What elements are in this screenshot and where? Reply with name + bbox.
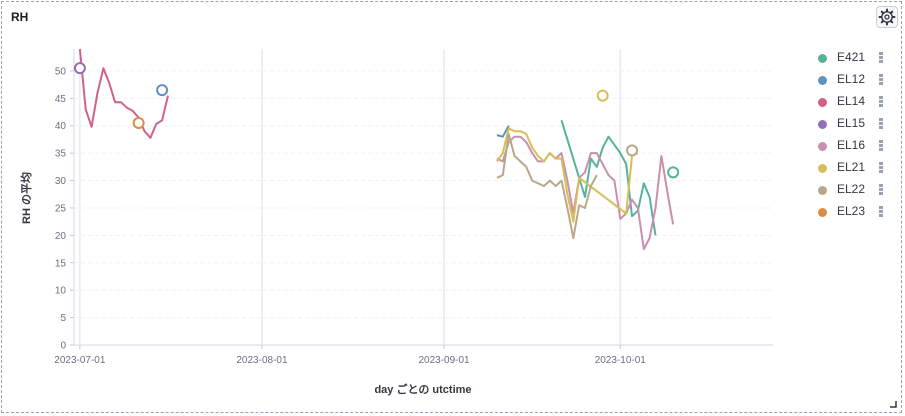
legend-label: EL14 [837,94,866,108]
series-el23 [132,117,145,129]
y-tick-label: 20 [55,231,67,242]
legend-label: EL12 [837,72,866,86]
series-line-el22 [496,133,598,240]
data-point-e421 [667,166,680,179]
x-axis-title: day ごとの utctime [374,382,471,396]
legend-label: EL15 [837,116,866,130]
y-axis-title: RH の平均 [19,172,33,224]
legend-label: E421 [837,50,866,64]
x-tick-label: 2023-07-01 [54,355,106,366]
legend-label: EL22 [837,182,866,196]
series-e421 [560,120,680,236]
y-tick-label: 30 [55,176,67,187]
legend-color-dot [818,98,827,107]
legend-actions-icon[interactable] [878,205,884,219]
series-el22 [496,133,639,240]
legend-color-dot [818,76,827,85]
series-el16 [496,135,675,251]
series-el21 [496,89,639,223]
series-line-el16 [496,135,675,251]
legend-label: EL21 [837,160,866,174]
y-tick-label: 45 [55,94,67,105]
x-tick-label: 2023-08-01 [236,355,288,366]
legend-item-el23[interactable]: EL23 [818,202,890,224]
legend-color-dot [818,186,827,195]
legend-item-el16[interactable]: EL16 [818,136,890,158]
series-line-el21 [496,127,639,223]
panel-settings-button[interactable] [876,6,898,28]
y-tick-label: 15 [55,258,67,269]
series-line-el14 [78,48,169,139]
legend-actions-icon[interactable] [878,183,884,197]
y-tick-label: 35 [55,149,67,160]
legend-actions-icon[interactable] [878,161,884,175]
legend-color-dot [818,164,827,173]
legend-label: EL16 [837,138,866,152]
series-el14 [78,48,169,139]
y-tick-label: 5 [60,313,66,324]
legend-label: EL23 [837,204,866,218]
series-line-e421 [560,120,657,236]
legend-item-el22[interactable]: EL22 [818,180,890,202]
y-tick-label: 0 [60,341,66,352]
series-el12 [156,84,510,138]
series-el15 [73,62,86,75]
resize-handle-icon[interactable] [889,400,897,408]
data-point-el23 [132,117,145,129]
y-tick-label: 25 [55,203,67,214]
data-point-el22 [626,144,639,157]
legend-color-dot [818,208,827,217]
legend-actions-icon[interactable] [878,117,884,131]
legend-item-el14[interactable]: EL14 [818,92,890,114]
data-point-el15 [73,62,86,75]
x-axis-ticks: 2023-07-01 2023-08-01 2023-09-01 2023-10-01 [54,345,646,366]
series-lines [73,48,680,251]
legend-color-dot [818,54,827,63]
legend-actions-icon[interactable] [878,139,884,153]
legend-item-e421[interactable]: E421 [818,48,890,70]
gear-icon [878,8,896,26]
panel-title: RH [11,10,29,24]
y-tick-label: 40 [55,121,67,132]
y-tick-label: 10 [55,286,67,297]
x-tick-label: 2023-09-01 [418,355,470,366]
legend-actions-icon[interactable] [878,95,884,109]
legend-actions-icon[interactable] [878,73,884,87]
legend-item-el12[interactable]: EL12 [818,70,890,92]
data-point-el12 [156,84,169,97]
series-line-el12 [496,125,510,138]
x-tick-label: 2023-10-01 [595,355,647,366]
y-axis-ticks: 0 5 10 15 20 25 30 35 40 45 50 [55,66,74,352]
data-point-el21 [596,89,609,102]
legend-color-dot [818,142,827,151]
legend-actions-icon[interactable] [878,51,884,65]
legend-item-el21[interactable]: EL21 [818,158,890,180]
y-tick-label: 50 [55,66,67,77]
legend: E421 EL12 EL14 EL15 EL16 EL21 EL22 EL23 [818,48,890,224]
legend-item-el15[interactable]: EL15 [818,114,890,136]
legend-color-dot [818,120,827,129]
